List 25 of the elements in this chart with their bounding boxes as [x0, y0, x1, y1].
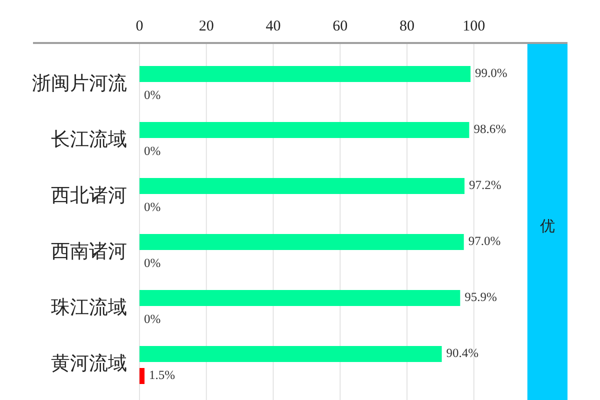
text: 97.0% [468, 234, 501, 248]
text: 0% [144, 256, 161, 270]
y-tick-label: 珠江流域 [51, 296, 127, 318]
y-tick-label: 长江流域 [51, 128, 127, 150]
text: 98.6% [474, 122, 506, 136]
x-tick-label: 0 [136, 18, 144, 34]
text: 95.9% [464, 290, 497, 304]
x-tick-label: 60 [332, 18, 348, 34]
y-tick-label: 浙闽片河流 [32, 72, 127, 94]
x-tick-label: 40 [266, 18, 281, 34]
text: 1.5% [149, 368, 176, 382]
text: 0% [144, 312, 161, 326]
text: 0% [144, 200, 161, 214]
text: 0% [144, 144, 161, 158]
text: 90.4% [446, 346, 479, 360]
text: 0% [144, 88, 161, 102]
y-tick-label: 西南诸河 [51, 241, 127, 262]
x-tick-label: 20 [198, 18, 214, 34]
band-label: 优 [540, 218, 555, 235]
x-tick-label: 100 [462, 18, 486, 34]
y-tick-label: 黄河流域 [51, 352, 127, 374]
x-tick-label: 80 [400, 18, 414, 34]
text: 99.0% [475, 66, 508, 80]
text: 97.2% [469, 178, 502, 192]
y-tick-label: 西北诸河 [51, 185, 127, 206]
